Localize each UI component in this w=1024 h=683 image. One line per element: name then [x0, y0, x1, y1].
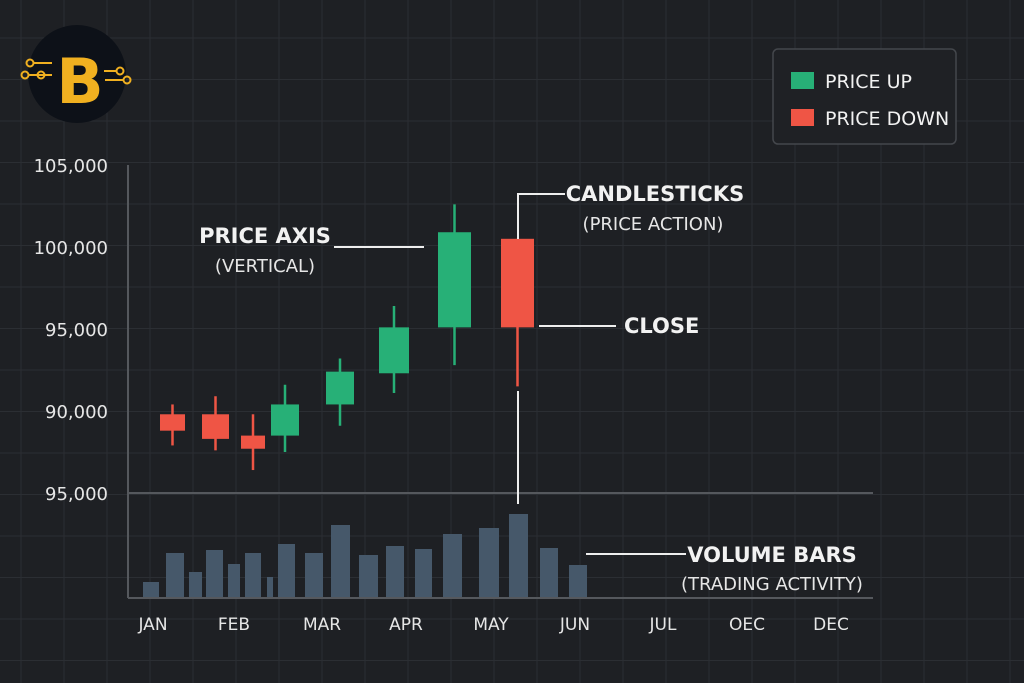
- x-tick-label: JAN: [137, 615, 167, 635]
- volume-bar: [245, 553, 261, 597]
- candle-up: [326, 358, 354, 426]
- annotation-subtitle: (PRICE ACTION): [583, 214, 724, 235]
- volume-bar: [143, 582, 159, 597]
- volume-bar: [267, 577, 273, 597]
- candle-body: [438, 232, 471, 328]
- volume-bar: [189, 572, 202, 597]
- x-tick-label: JUL: [649, 615, 677, 635]
- volume-bar: [386, 546, 404, 597]
- volume-bar: [278, 544, 295, 597]
- x-tick-label: OEC: [729, 615, 765, 635]
- annotation-subtitle: (VERTICAL): [215, 256, 315, 277]
- annotation-subtitle: (TRADING ACTIVITY): [681, 574, 863, 595]
- candle-up: [271, 384, 299, 452]
- annotation-price-axis: PRICE AXIS (VERTICAL): [199, 224, 424, 277]
- candle-body: [379, 327, 409, 374]
- candle-down: [160, 404, 185, 446]
- x-tick-label: FEB: [218, 615, 250, 635]
- annotation-title: CANDLESTICKS: [566, 182, 744, 206]
- y-tick-labels: 105,000 100,000 95,000 90,000 95,000: [34, 156, 108, 505]
- y-tick-label: 105,000: [34, 156, 108, 177]
- legend-swatch-up: [791, 72, 814, 89]
- x-tick-label: APR: [389, 615, 423, 635]
- logo-letter: B: [56, 45, 103, 118]
- candle-up: [438, 204, 471, 366]
- volume-bar: [166, 553, 184, 597]
- volume-bar: [569, 565, 587, 597]
- legend-label-up: PRICE UP: [825, 71, 912, 93]
- x-tick-label: DEC: [813, 615, 849, 635]
- candle-down: [241, 414, 265, 471]
- annotation-close: CLOSE: [539, 314, 699, 338]
- x-tick-label: MAY: [473, 615, 509, 635]
- annotation-title: PRICE AXIS: [199, 224, 331, 248]
- y-tick-label: 100,000: [34, 238, 108, 259]
- volume-bar: [228, 564, 240, 597]
- candle-body: [160, 414, 185, 431]
- annotation-volume: VOLUME BARS (TRADING ACTIVITY): [517, 391, 863, 595]
- volume-bar: [359, 555, 378, 597]
- candle-up: [379, 306, 409, 393]
- x-tick-labels: JAN FEB MAR APR MAY JUN JUL OEC DEC: [137, 615, 848, 635]
- candles: [160, 204, 534, 471]
- legend-label-down: PRICE DOWN: [825, 108, 949, 130]
- candle-body: [241, 435, 265, 449]
- volume-bar: [331, 525, 350, 597]
- volume-bar: [415, 549, 432, 597]
- candle-body: [271, 404, 299, 436]
- volume-bars: [143, 514, 587, 597]
- volume-bar: [443, 534, 462, 597]
- candle-body: [501, 238, 534, 328]
- volume-bar: [305, 553, 323, 597]
- y-tick-label: 95,000: [45, 320, 108, 341]
- legend: PRICE UP PRICE DOWN: [772, 48, 957, 145]
- bitcoin-logo-icon: B: [20, 25, 132, 123]
- x-tick-label: MAR: [303, 615, 341, 635]
- candle-body: [202, 414, 229, 439]
- volume-bar: [540, 548, 558, 597]
- y-tick-label: 95,000: [45, 484, 108, 505]
- annotation-title: CLOSE: [624, 314, 699, 338]
- volume-bar: [206, 550, 223, 597]
- candle-body: [326, 371, 354, 405]
- x-tick-label: JUN: [559, 615, 590, 635]
- legend-swatch-down: [791, 109, 814, 126]
- annotation-candlesticks: CANDLESTICKS (PRICE ACTION): [517, 182, 744, 239]
- axes: [127, 165, 873, 599]
- candle-down: [501, 238, 534, 387]
- annotation-title: VOLUME BARS: [687, 543, 857, 567]
- volume-bar: [479, 528, 499, 597]
- candle-down: [202, 396, 229, 451]
- y-tick-label: 90,000: [45, 402, 108, 423]
- volume-bar: [509, 514, 528, 597]
